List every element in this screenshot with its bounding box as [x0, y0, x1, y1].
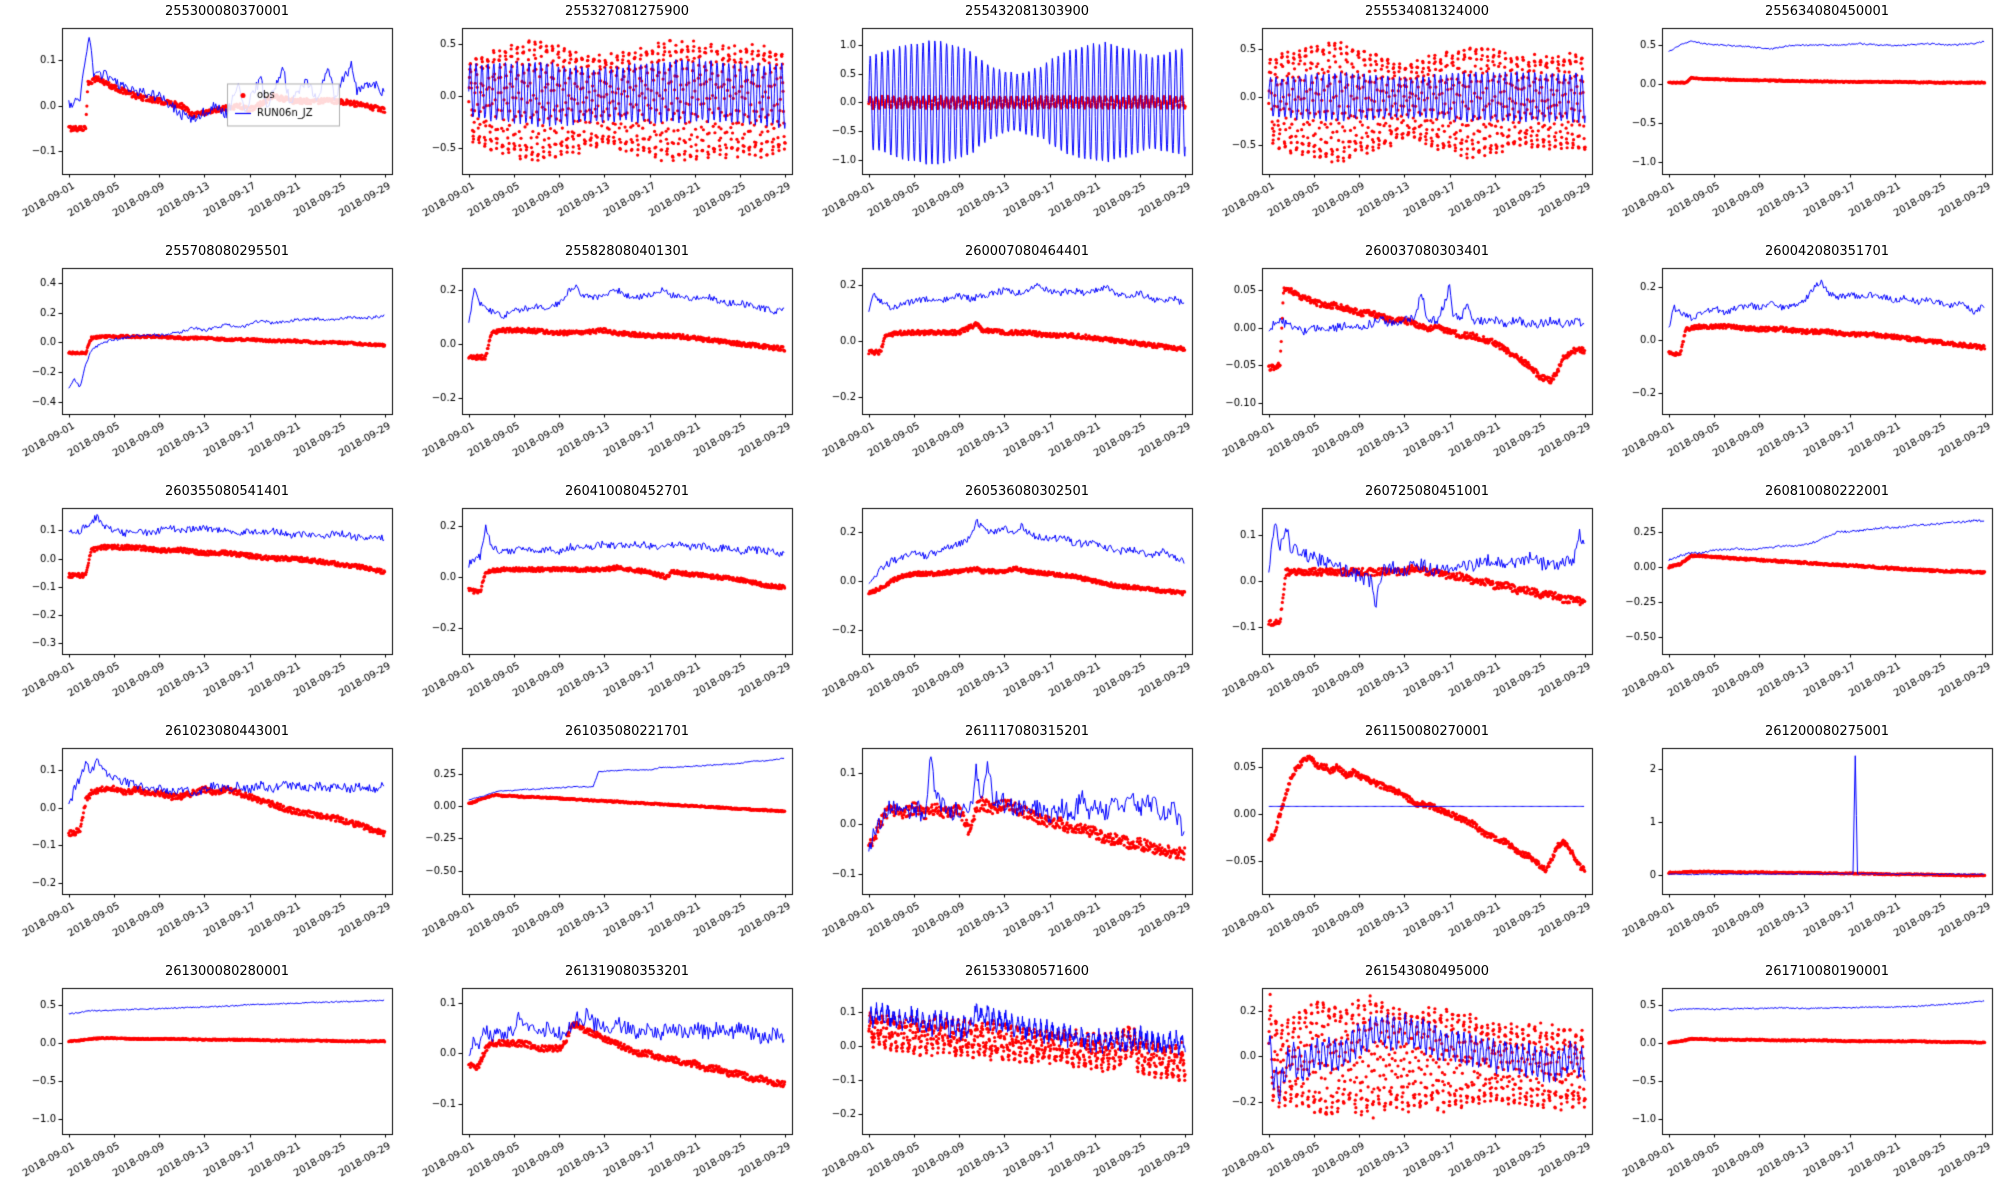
subplot: 261117080315201 [800, 720, 1200, 960]
subplot-canvas [0, 24, 400, 240]
subplot: 260355080541401 [0, 480, 400, 720]
subplot-canvas [800, 504, 1200, 720]
subplot: 261543080495000 [1200, 960, 1600, 1200]
subplot-canvas [0, 504, 400, 720]
subplot-title: 261023080443001 [164, 724, 290, 739]
subplot-title: 261300080280001 [164, 964, 290, 979]
subplot-title: 261200080275001 [1764, 724, 1890, 739]
subplot-canvas [1200, 984, 1600, 1200]
subplot: 261200080275001 [1600, 720, 2000, 960]
subplot: 255432081303900 [800, 0, 1200, 240]
subplot: 260410080452701 [400, 480, 800, 720]
subplot-title: 260037080303401 [1364, 244, 1490, 259]
subplot: 260042080351701 [1600, 240, 2000, 480]
subplot: 260007080464401 [800, 240, 1200, 480]
subplot: 261300080280001 [0, 960, 400, 1200]
subplot: 255634080450001 [1600, 0, 2000, 240]
subplot-title: 260410080452701 [564, 484, 690, 499]
subplot-title: 255634080450001 [1764, 4, 1890, 19]
subplot-title: 255534081324000 [1364, 4, 1490, 19]
subplot-title: 261035080221701 [564, 724, 690, 739]
subplot-title: 261117080315201 [964, 724, 1090, 739]
subplot-title: 260042080351701 [1764, 244, 1890, 259]
subplot-canvas [1600, 264, 2000, 480]
subplot: 261035080221701 [400, 720, 800, 960]
subplot: 255534081324000 [1200, 0, 1600, 240]
subplot-title: 260007080464401 [964, 244, 1090, 259]
subplot-title: 255828080401301 [564, 244, 690, 259]
subplot: 261319080353201 [400, 960, 800, 1200]
subplot-canvas [800, 744, 1200, 960]
subplot-canvas [1600, 744, 2000, 960]
subplot-canvas [400, 984, 800, 1200]
subplot-canvas [1200, 264, 1600, 480]
subplot-canvas [800, 264, 1200, 480]
subplot-title: 255432081303900 [964, 4, 1090, 19]
subplot-canvas [1600, 504, 2000, 720]
subplot-title: 260810080222001 [1764, 484, 1890, 499]
subplot: 260037080303401 [1200, 240, 1600, 480]
subplot: 261150080270001 [1200, 720, 1600, 960]
subplot: 255708080295501 [0, 240, 400, 480]
subplot-title: 255300080370001 [164, 4, 290, 19]
subplot-title: 255327081275900 [564, 4, 690, 19]
subplot-canvas [1200, 24, 1600, 240]
subplot-canvas [800, 24, 1200, 240]
subplot: 261710080190001 [1600, 960, 2000, 1200]
subplot: 255300080370001 [0, 0, 400, 240]
subplot-title: 255708080295501 [164, 244, 290, 259]
subplot-title: 261319080353201 [564, 964, 690, 979]
subplot-canvas [400, 744, 800, 960]
subplot: 255327081275900 [400, 0, 800, 240]
subplot: 260536080302501 [800, 480, 1200, 720]
subplot: 261023080443001 [0, 720, 400, 960]
subplot: 255828080401301 [400, 240, 800, 480]
subplot-title: 261543080495000 [1364, 964, 1490, 979]
subplot-canvas [800, 984, 1200, 1200]
subplot-canvas [400, 264, 800, 480]
subplot-canvas [0, 264, 400, 480]
subplot: 261533080571600 [800, 960, 1200, 1200]
subplot-title: 261150080270001 [1364, 724, 1490, 739]
subplot-title: 260536080302501 [964, 484, 1090, 499]
subplot-canvas [1200, 744, 1600, 960]
subplot-title: 261710080190001 [1764, 964, 1890, 979]
subplot-title: 260355080541401 [164, 484, 290, 499]
subplot-canvas [0, 744, 400, 960]
subplot-canvas [1600, 984, 2000, 1200]
subplot-canvas [400, 24, 800, 240]
subplot-canvas [1200, 504, 1600, 720]
subplot-canvas [400, 504, 800, 720]
subplot: 260810080222001 [1600, 480, 2000, 720]
subplot-title: 261533080571600 [964, 964, 1090, 979]
subplot: 260725080451001 [1200, 480, 1600, 720]
subplot-title: 260725080451001 [1364, 484, 1490, 499]
subplot-canvas [0, 984, 400, 1200]
subplot-canvas [1600, 24, 2000, 240]
